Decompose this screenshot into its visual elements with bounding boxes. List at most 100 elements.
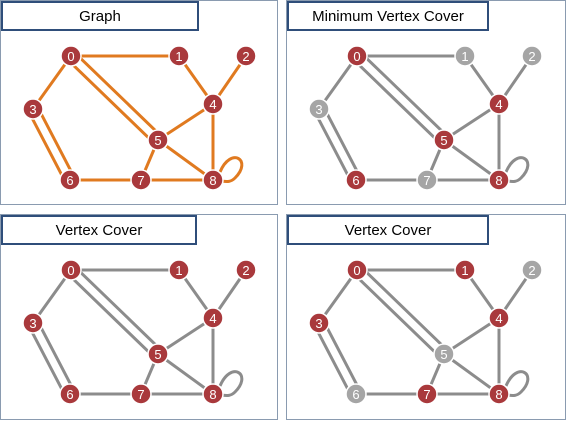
node-0: 0 bbox=[346, 259, 368, 281]
edge-0-5-b bbox=[66, 272, 157, 360]
node-label: 8 bbox=[495, 173, 502, 188]
node-circle bbox=[345, 169, 367, 191]
node-label: 7 bbox=[137, 173, 144, 188]
node-0: 0 bbox=[60, 45, 82, 67]
node-label: 6 bbox=[66, 387, 73, 402]
node-4: 4 bbox=[488, 93, 510, 115]
node-label: 1 bbox=[461, 263, 468, 278]
node-0: 0 bbox=[60, 259, 82, 281]
node-circle bbox=[488, 169, 510, 191]
node-circle bbox=[202, 383, 224, 405]
edge-5-8 bbox=[156, 138, 215, 182]
node-6: 6 bbox=[345, 169, 367, 191]
edge-layer bbox=[27, 50, 248, 184]
node-label: 6 bbox=[352, 173, 359, 188]
node-0: 0 bbox=[346, 45, 368, 67]
node-2: 2 bbox=[521, 45, 543, 67]
edge-8-8 bbox=[218, 156, 244, 184]
node-label: 3 bbox=[29, 102, 36, 117]
panel-graph: Graph 0 1 2 3 4 5 6 7 8 bbox=[0, 0, 278, 205]
node-circle bbox=[168, 45, 190, 67]
edge-0-3 bbox=[317, 268, 359, 325]
node-label: 2 bbox=[242, 263, 249, 278]
node-1: 1 bbox=[168, 259, 190, 281]
node-circle bbox=[346, 259, 368, 281]
node-label: 5 bbox=[440, 347, 447, 362]
node-8: 8 bbox=[202, 383, 224, 405]
node-label: 7 bbox=[137, 387, 144, 402]
node-6: 6 bbox=[345, 383, 367, 405]
node-circle bbox=[235, 259, 257, 281]
node-label: 0 bbox=[353, 49, 360, 64]
node-3: 3 bbox=[308, 312, 330, 334]
node-circle bbox=[416, 169, 438, 191]
panel-title: Minimum Vertex Cover bbox=[287, 1, 489, 31]
edge-0-5 bbox=[358, 50, 449, 138]
node-circle bbox=[22, 98, 44, 120]
node-4: 4 bbox=[488, 307, 510, 329]
node-3: 3 bbox=[22, 312, 44, 334]
node-label: 4 bbox=[209, 97, 216, 112]
edge-0-5-b bbox=[352, 58, 443, 146]
edge-8-8 bbox=[504, 156, 530, 184]
graph-diagram: 0 1 2 3 4 5 6 7 8 bbox=[308, 45, 543, 191]
node-label: 5 bbox=[154, 347, 161, 362]
node-circle bbox=[346, 45, 368, 67]
node-3: 3 bbox=[22, 98, 44, 120]
node-4: 4 bbox=[202, 307, 224, 329]
node-label: 6 bbox=[66, 173, 73, 188]
node-label: 4 bbox=[495, 97, 502, 112]
edge-3-6 bbox=[35, 319, 76, 394]
edge-8-8 bbox=[218, 370, 244, 398]
node-label: 8 bbox=[495, 387, 502, 402]
node-label: 1 bbox=[175, 263, 182, 278]
edge-layer bbox=[313, 50, 534, 184]
node-circle bbox=[454, 45, 476, 67]
node-5: 5 bbox=[433, 129, 455, 151]
node-circle bbox=[202, 169, 224, 191]
edge-0-5-b bbox=[352, 272, 443, 360]
edge-0-3 bbox=[31, 268, 73, 325]
node-7: 7 bbox=[416, 383, 438, 405]
node-8: 8 bbox=[488, 383, 510, 405]
node-circle bbox=[345, 383, 367, 405]
edge-3-6-b bbox=[313, 323, 354, 398]
edge-0-5-b bbox=[66, 58, 157, 146]
edge-4-5 bbox=[156, 316, 215, 356]
node-label: 8 bbox=[209, 387, 216, 402]
panel-minimum-vertex-cover: Minimum Vertex Cover 0 1 2 3 4 5 6 7 8 bbox=[286, 0, 566, 205]
node-5: 5 bbox=[147, 343, 169, 365]
node-circle bbox=[130, 383, 152, 405]
panel-title: Vertex Cover bbox=[287, 215, 489, 245]
node-circle bbox=[59, 383, 81, 405]
node-circle bbox=[168, 259, 190, 281]
node-7: 7 bbox=[130, 169, 152, 191]
node-2: 2 bbox=[235, 259, 257, 281]
node-label: 2 bbox=[528, 263, 535, 278]
edge-0-5 bbox=[72, 50, 163, 138]
node-circle bbox=[60, 45, 82, 67]
edge-layer bbox=[27, 264, 248, 398]
edge-4-5 bbox=[442, 102, 501, 142]
edge-3-6 bbox=[321, 319, 362, 394]
node-circle bbox=[521, 259, 543, 281]
node-label: 8 bbox=[209, 173, 216, 188]
node-label: 4 bbox=[209, 311, 216, 326]
node-circle bbox=[22, 312, 44, 334]
edge-5-8 bbox=[156, 352, 215, 396]
node-circle bbox=[147, 129, 169, 151]
node-2: 2 bbox=[521, 259, 543, 281]
node-circle bbox=[521, 45, 543, 67]
node-circle bbox=[59, 169, 81, 191]
edge-0-3 bbox=[317, 54, 359, 111]
graph-diagram: 0 1 2 3 4 5 6 7 8 bbox=[22, 45, 257, 191]
edge-8-8 bbox=[504, 370, 530, 398]
node-label: 0 bbox=[353, 263, 360, 278]
node-label: 6 bbox=[352, 387, 359, 402]
node-8: 8 bbox=[488, 169, 510, 191]
node-4: 4 bbox=[202, 93, 224, 115]
node-circle bbox=[147, 343, 169, 365]
node-7: 7 bbox=[416, 169, 438, 191]
edge-3-6 bbox=[35, 105, 76, 180]
node-circle bbox=[488, 93, 510, 115]
